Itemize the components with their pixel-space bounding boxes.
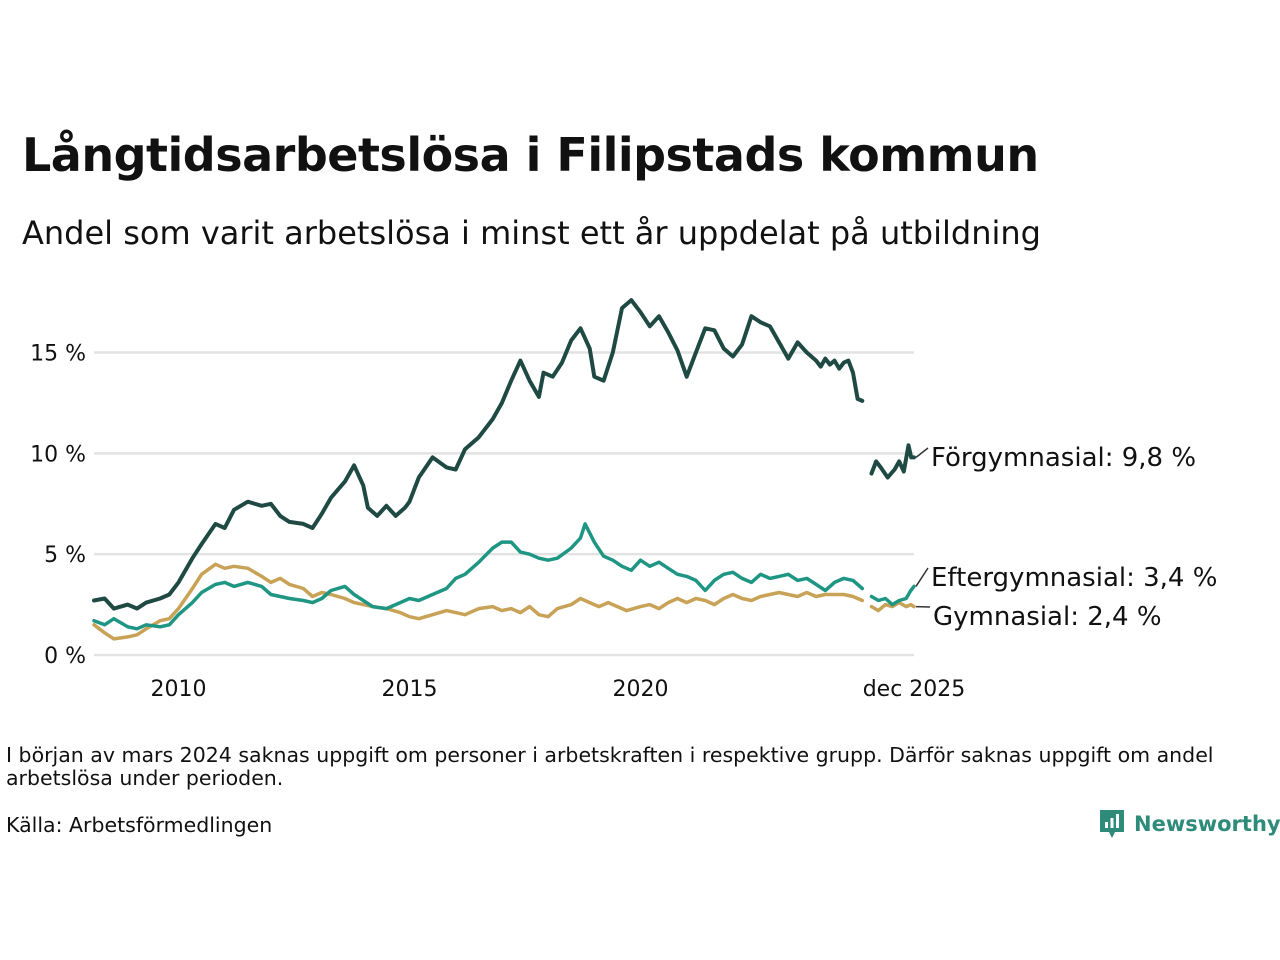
chart-subtitle: Andel som varit arbetslösa i minst ett å…: [22, 214, 1041, 252]
newsworthy-logo-icon: [1100, 810, 1124, 838]
series-lines: [92, 298, 916, 641]
x-tick-label: 2020: [613, 677, 669, 702]
brand-name: Newsworthy: [1134, 812, 1280, 836]
series-end-labels: Förgymnasial: 9,8 % Eftergymnasial: 3,4 %…: [915, 443, 1217, 632]
series-line-forgymnasial-1: [92, 298, 865, 611]
x-tick-label: 2010: [151, 677, 207, 702]
series-end-label: Förgymnasial: 9,8 %: [931, 443, 1196, 473]
chart-title: Långtidsarbetslösa i Filipstads kommun: [22, 128, 1039, 182]
series-line-eftergymnasial-1: [92, 522, 865, 631]
series-line-forgymnasial-2: [869, 443, 916, 480]
y-tick-label: 10 %: [30, 442, 86, 467]
y-tick-label: 15 %: [30, 342, 86, 367]
x-axis-ticks: 2010 2015 2020 dec 2025: [151, 677, 966, 702]
source-text: Källa: Arbetsförmedlingen: [6, 813, 273, 837]
y-axis-ticks: 0 % 5 % 10 % 15 %: [30, 342, 86, 670]
x-tick-label: dec 2025: [863, 677, 966, 702]
y-tick-label: 5 %: [44, 543, 86, 568]
series-line-eftergymnasial-2: [869, 584, 916, 607]
brand-logo[interactable]: Newsworthy: [1098, 808, 1280, 840]
y-tick-label: 0 %: [44, 644, 86, 669]
label-leader-line: [915, 567, 929, 587]
label-leader-line: [915, 447, 929, 458]
gridlines: [94, 351, 914, 657]
series-end-label: Eftergymnasial: 3,4 %: [931, 563, 1217, 593]
series-end-label: Gymnasial: 2,4 %: [933, 602, 1162, 632]
series-line-gymnasial-2: [869, 600, 916, 613]
footnote: I början av mars 2024 saknas uppgift om …: [6, 743, 1214, 790]
series-line-gymnasial-1: [92, 562, 865, 641]
x-tick-label: 2015: [382, 677, 438, 702]
